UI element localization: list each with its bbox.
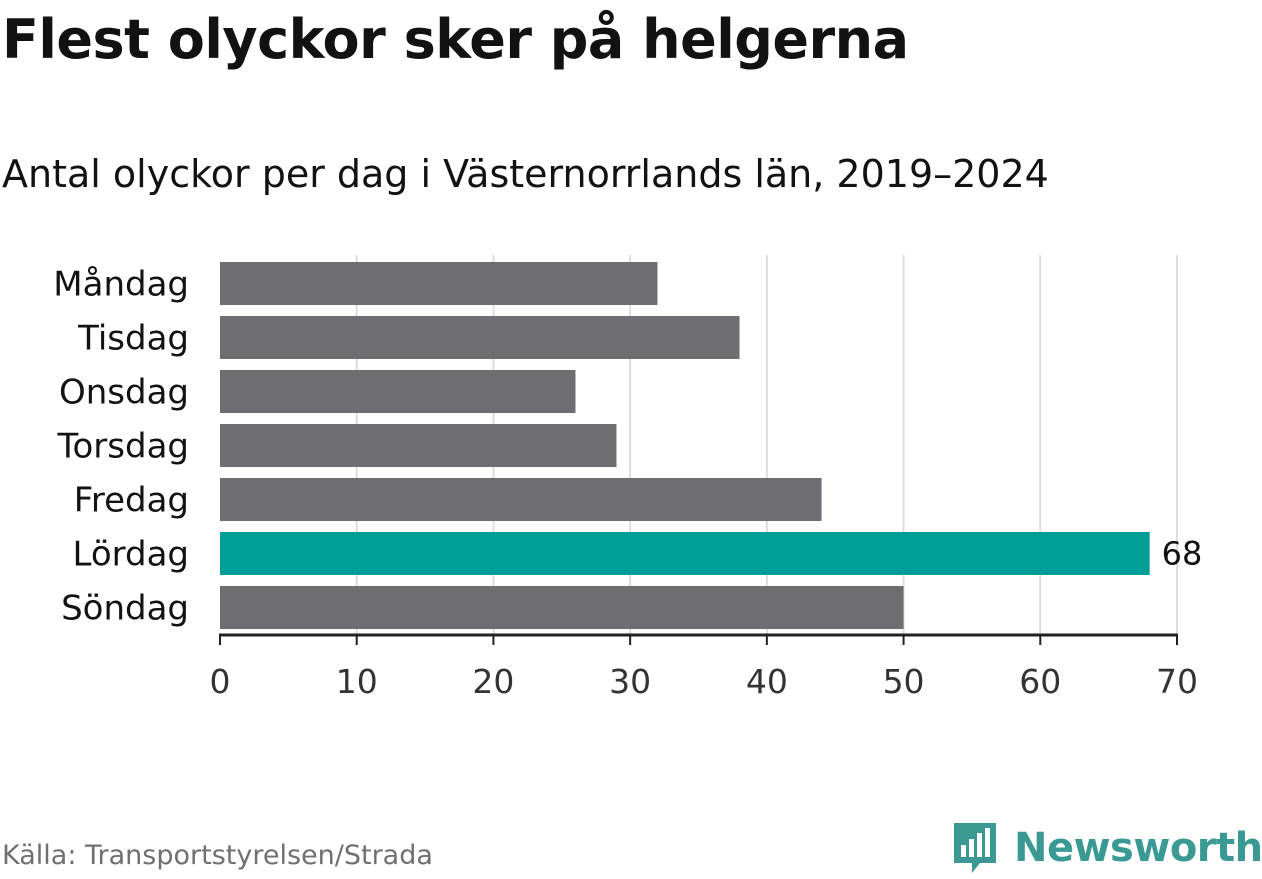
newsworthy-logo-icon (954, 823, 996, 873)
category-label: Måndag (53, 265, 189, 305)
source-note: Källa: Transportstyrelsen/Strada (2, 840, 433, 871)
x-tick-label: 70 (1156, 662, 1198, 701)
bar-fredag (220, 478, 822, 521)
category-label: Söndag (61, 589, 189, 629)
label-layer: Måndag Tisdag Onsdag Torsdag Fredag Lördag Sön… (53, 265, 1202, 629)
bar-lördag (220, 532, 1150, 575)
chart-subtitle: Antal olyckor per dag i Västernorrlands … (2, 152, 1049, 196)
x-tick-label: 0 (210, 662, 231, 701)
x-tick-label: 50 (883, 662, 925, 701)
category-label: Tisdag (77, 319, 189, 359)
bar-söndag (220, 586, 904, 629)
category-label: Lördag (72, 535, 189, 575)
bar-torsdag (220, 424, 617, 467)
x-axis: 0 10 20 30 40 50 60 70 (210, 633, 1198, 701)
x-tick-label: 40 (746, 662, 788, 701)
brand-name: Newsworthy (1014, 825, 1262, 871)
x-tick-label: 10 (336, 662, 378, 701)
bar-tisdag (220, 316, 740, 359)
category-label: Fredag (74, 481, 189, 521)
category-label: Torsdag (57, 427, 189, 467)
x-tick-label: 20 (472, 662, 514, 701)
brand: Newsworthy (950, 818, 1262, 878)
x-tick-label: 60 (1019, 662, 1061, 701)
bar-måndag (220, 262, 658, 305)
category-label: Onsdag (59, 373, 189, 413)
bar-onsdag (220, 370, 576, 413)
chart-title: Flest olyckor sker på helgerna (2, 8, 909, 71)
data-label: 68 (1162, 535, 1203, 573)
x-tick-label: 30 (609, 662, 651, 701)
bar-chart: 0 10 20 30 40 50 60 70 Måndag Tisdag Onsdag Torsda… (53, 255, 1202, 701)
bar-layer (220, 262, 1150, 629)
